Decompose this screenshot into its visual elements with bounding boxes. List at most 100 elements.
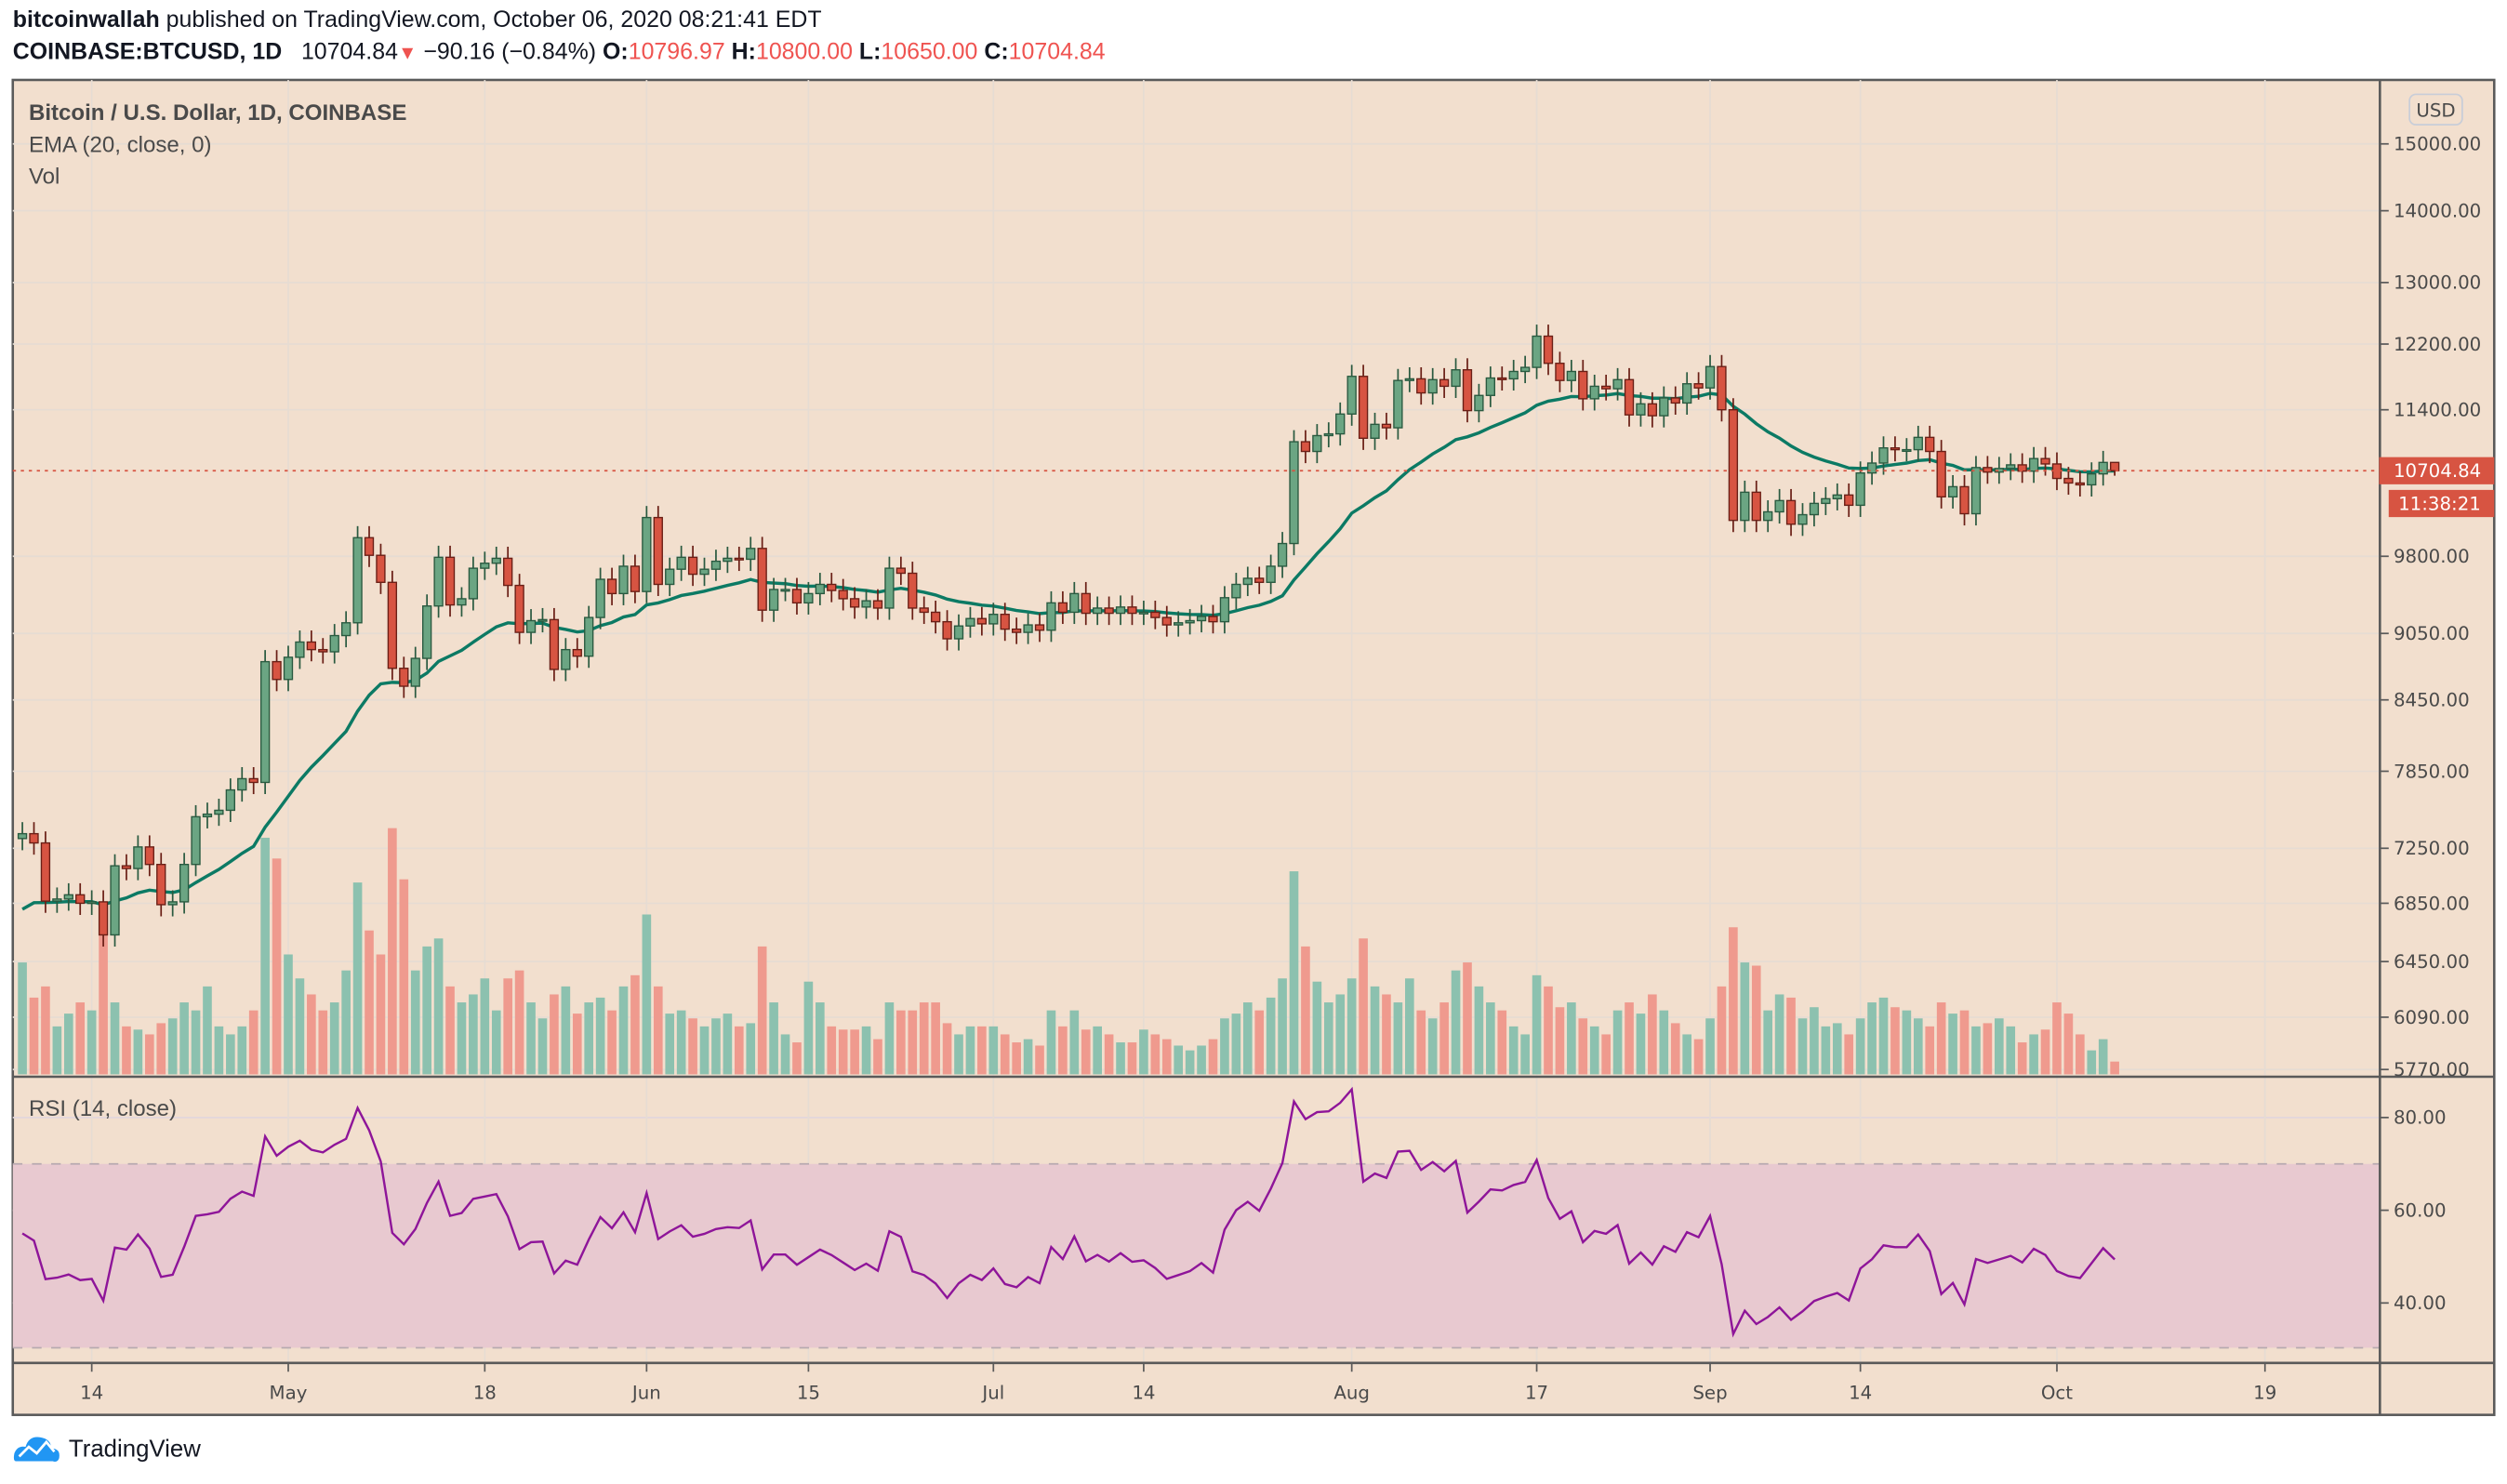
candle-up xyxy=(1519,366,1531,373)
volume-bar xyxy=(307,994,316,1075)
volume-bar xyxy=(1439,1002,1449,1075)
x-tick-label: 14 xyxy=(80,1382,103,1403)
candle-up xyxy=(595,578,605,618)
candle-down xyxy=(144,846,154,866)
candle-down xyxy=(734,557,744,561)
candle-up xyxy=(167,901,178,906)
candle-down xyxy=(942,620,952,640)
volume-bar xyxy=(954,1034,963,1075)
volume-bar xyxy=(63,1014,73,1075)
y-tick-label: 15000.00 xyxy=(2394,134,2481,155)
volume-bar xyxy=(167,1018,178,1075)
candle-up xyxy=(1451,369,1461,388)
candle-down xyxy=(1057,602,1068,614)
candle-up xyxy=(1023,624,1033,633)
candle-up xyxy=(665,568,675,586)
volume-bar xyxy=(942,1023,952,1075)
candle-down xyxy=(1717,365,1727,411)
legend-ema[interactable]: EMA (20, close, 0) xyxy=(29,132,212,157)
volume-bar xyxy=(410,970,420,1075)
volume-bar xyxy=(399,879,409,1075)
volume-bar xyxy=(1567,1002,1576,1075)
candle-up xyxy=(1612,378,1623,390)
volume-bar xyxy=(861,1026,871,1075)
candle-down xyxy=(1890,447,1901,451)
time-axis[interactable]: 14 May 18 Jun 15 Jul 14 Aug 17 Sep 14 Oct 19 xyxy=(80,1361,2276,1404)
volume-bar xyxy=(1301,946,1310,1075)
volume-bar xyxy=(1197,1045,1206,1075)
volume-bar xyxy=(457,1002,467,1075)
candle-up xyxy=(1774,499,1784,513)
candle-up xyxy=(2028,457,2039,472)
candle-down xyxy=(514,584,524,633)
candle-up xyxy=(1046,602,1056,631)
volume-bar xyxy=(1832,1023,1842,1075)
y-tick-label: 6850.00 xyxy=(2394,893,2470,914)
volume-bar xyxy=(1046,1010,1056,1075)
last-price-tag-text: 10704.84 xyxy=(2394,460,2481,482)
candle-up xyxy=(2087,472,2097,486)
candle-up xyxy=(237,777,247,791)
volume-bar xyxy=(1012,1042,1021,1075)
volume-bar xyxy=(1936,1002,1946,1075)
volume-bar xyxy=(99,934,108,1075)
volume-bar xyxy=(873,1039,882,1075)
legend-vol[interactable]: Vol xyxy=(29,165,60,190)
rsi-tick-label: 40.00 xyxy=(2394,1292,2447,1314)
volume-bar xyxy=(792,1042,802,1075)
candle-up xyxy=(1704,365,1716,389)
candle-down xyxy=(1300,441,1311,453)
volume-bar xyxy=(642,914,652,1075)
candle-up xyxy=(1277,542,1288,567)
volume-bar xyxy=(1023,1039,1033,1075)
candle-down xyxy=(1624,378,1635,416)
volume-bar xyxy=(480,978,490,1075)
candle-up xyxy=(1947,485,1958,498)
candle-down xyxy=(121,865,132,869)
candle-up xyxy=(110,865,120,936)
volume-bar xyxy=(2087,1050,2097,1075)
author-name[interactable]: bitcoinwallah xyxy=(12,7,160,34)
volume-bar xyxy=(723,1014,733,1075)
volume-bar xyxy=(1786,997,1796,1075)
volume-bar xyxy=(503,978,512,1075)
candle-down xyxy=(248,777,259,784)
volume-bar xyxy=(491,1010,501,1075)
candle-up xyxy=(480,563,490,569)
legend-rsi[interactable]: RSI (14, close) xyxy=(29,1096,177,1121)
volume-bar xyxy=(734,1026,744,1075)
candle-up xyxy=(1740,491,1750,522)
legend-title: Bitcoin / U.S. Dollar, 1D, COINBASE xyxy=(29,100,406,126)
candle-down xyxy=(572,648,582,657)
candle-down xyxy=(306,641,317,651)
y-tick-label: 6450.00 xyxy=(2394,951,2470,973)
tradingview-logo[interactable]: TradingView xyxy=(13,1433,201,1464)
candle-up xyxy=(259,660,271,784)
candle-up xyxy=(699,568,710,576)
volume-bar xyxy=(838,1029,848,1075)
high-label: H: xyxy=(731,39,756,66)
candle-up xyxy=(1832,494,1842,500)
currency-button[interactable] xyxy=(2408,93,2463,126)
volume-bar xyxy=(365,930,374,1075)
volume-bar xyxy=(1971,1026,1981,1075)
x-tick-label: Jul xyxy=(980,1382,1004,1403)
volume-bar xyxy=(86,1010,97,1075)
candle-up xyxy=(768,589,779,611)
candle-up xyxy=(214,809,224,815)
volume-bar xyxy=(908,1010,918,1075)
volume-bar xyxy=(769,1002,778,1075)
volume-bar xyxy=(1405,978,1414,1075)
candle-down xyxy=(318,648,328,653)
candle-down xyxy=(2109,461,2120,471)
candle-down xyxy=(1670,397,1680,404)
volume-bar xyxy=(1948,1014,1957,1075)
volume-bar xyxy=(1474,986,1484,1075)
price-axis[interactable]: 15000.00 14000.00 13000.00 12200.00 11400.00… xyxy=(2379,134,2481,1315)
price-chart[interactable]: 15000.00 14000.00 13000.00 12200.00 11400.00… xyxy=(0,0,2507,1423)
candle-up xyxy=(1763,510,1773,522)
candle-up xyxy=(1855,471,1865,507)
volume-bar xyxy=(433,938,444,1075)
candle-up xyxy=(1821,497,1831,505)
volume-bar xyxy=(1000,1034,1010,1075)
